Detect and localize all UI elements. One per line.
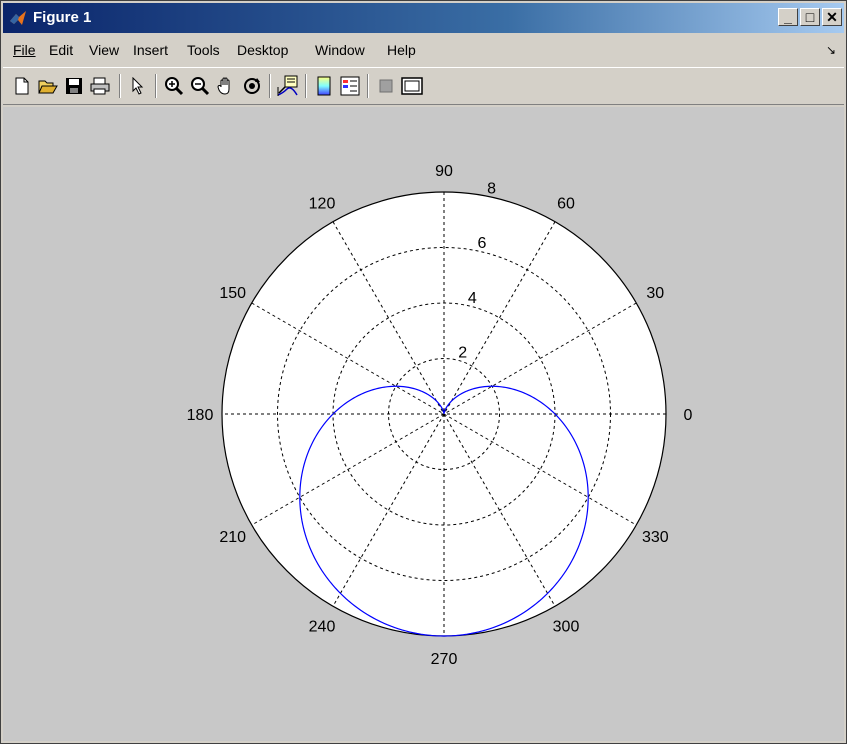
theta-tick-label: 270 — [431, 651, 458, 668]
menu-help[interactable]: Help — [387, 42, 416, 58]
theta-tick-label: 60 — [557, 196, 575, 213]
menu-window[interactable]: Window — [315, 42, 365, 58]
title-bar[interactable]: Figure 1 _ □ ✕ — [3, 3, 844, 33]
maximize-button[interactable]: □ — [800, 8, 820, 26]
r-tick-label: 8 — [487, 180, 496, 197]
theta-tick-label: 330 — [642, 529, 669, 546]
print-icon[interactable] — [89, 75, 111, 97]
data-cursor-icon[interactable] — [277, 75, 299, 97]
theta-tick-label: 30 — [646, 285, 664, 302]
toolbar — [3, 67, 844, 105]
dock-arrow-icon[interactable]: ↘ — [825, 43, 836, 57]
toolbar-separator — [367, 74, 369, 98]
minimize-button[interactable]: _ — [778, 8, 798, 26]
menu-desktop[interactable]: Desktop — [237, 42, 289, 58]
r-tick-label: 6 — [478, 235, 487, 252]
hide-plot-tools-icon[interactable] — [375, 75, 397, 97]
theta-tick-label: 150 — [219, 285, 246, 302]
save-icon[interactable] — [63, 75, 85, 97]
toolbar-separator — [305, 74, 307, 98]
theta-tick-label: 300 — [553, 618, 580, 635]
zoom-out-icon[interactable] — [189, 75, 211, 97]
theta-tick-label: 0 — [684, 407, 693, 424]
polar-plot: 0 30 60 90 120 150 180 210 240 270 300 330 2 4 6 8 — [187, 163, 693, 668]
menu-file[interactable]: File — [13, 42, 36, 58]
theta-tick-label: 210 — [219, 529, 246, 546]
colorbar-icon[interactable] — [313, 75, 335, 97]
legend-icon[interactable] — [339, 75, 361, 97]
theta-tick-label: 240 — [309, 618, 336, 635]
cardioid-series-line — [299, 385, 589, 637]
close-button[interactable]: ✕ — [822, 8, 842, 26]
open-file-icon[interactable] — [37, 75, 59, 97]
select-arrow-icon[interactable] — [127, 75, 149, 97]
show-plot-tools-icon[interactable] — [401, 75, 423, 97]
r-tick-label: 4 — [468, 290, 477, 307]
zoom-in-icon[interactable] — [163, 75, 185, 97]
menu-bar: File Edit View Insert Tools Desktop Wind… — [3, 37, 844, 63]
pan-hand-icon[interactable] — [215, 75, 237, 97]
theta-tick-label: 120 — [309, 196, 336, 213]
toolbar-separator — [119, 74, 121, 98]
matlab-logo-icon — [10, 11, 26, 25]
toolbar-separator — [269, 74, 271, 98]
rotate-3d-icon[interactable] — [241, 75, 263, 97]
r-tick-label: 2 — [458, 344, 467, 361]
theta-tick-label: 90 — [435, 163, 453, 180]
menu-edit[interactable]: Edit — [49, 42, 74, 58]
menu-tools[interactable]: Tools — [187, 42, 220, 58]
theta-tick-label: 180 — [187, 407, 214, 424]
menu-insert[interactable]: Insert — [133, 42, 169, 58]
window-title: Figure 1 — [33, 9, 92, 26]
figure-canvas: 0 30 60 90 120 150 180 210 240 270 300 330 2 4 6 8 — [3, 107, 844, 741]
menu-view[interactable]: View — [89, 42, 120, 58]
toolbar-separator — [155, 74, 157, 98]
new-figure-icon[interactable] — [11, 75, 33, 97]
